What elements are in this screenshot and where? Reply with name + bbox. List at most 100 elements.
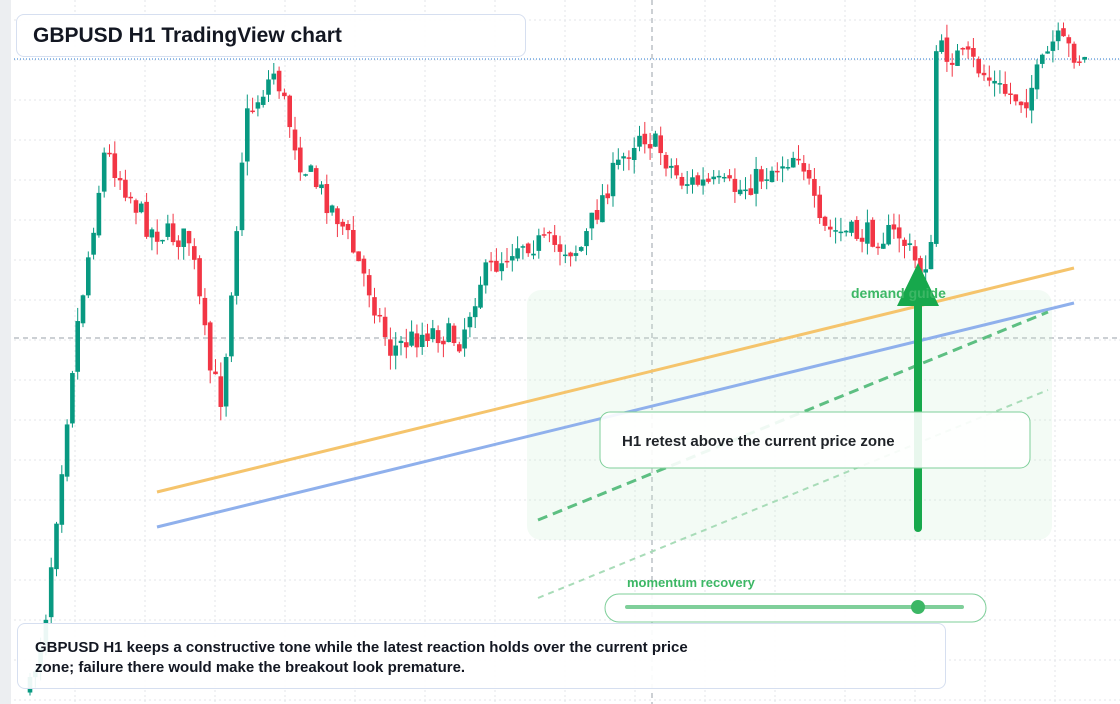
candle-body [176, 240, 181, 248]
candle-body [319, 184, 324, 189]
candle-body [759, 169, 764, 182]
candle-body [398, 340, 404, 344]
candle-body [414, 333, 420, 348]
candle-body [245, 108, 250, 162]
candle-body [186, 231, 192, 244]
candle-body [849, 221, 854, 233]
candle-body [70, 373, 75, 424]
demand-label: demand guide [851, 285, 946, 301]
candle-body [1071, 43, 1077, 63]
candle-body [1024, 102, 1029, 109]
candle-body [886, 224, 891, 245]
candle-body [1045, 51, 1050, 54]
candle-body [965, 46, 971, 50]
candle-body [250, 110, 255, 113]
candle-body [149, 229, 155, 238]
candle-body [133, 200, 139, 213]
candle-body [785, 167, 791, 169]
candle-body [626, 157, 632, 159]
candle-body [308, 165, 314, 172]
candle-body [361, 258, 367, 274]
candle-body [520, 246, 526, 248]
candle-body [112, 153, 118, 178]
candle-body [260, 96, 266, 105]
candle-body [340, 221, 345, 227]
candle-body [727, 175, 732, 179]
candle-body [605, 193, 610, 199]
candle-body [828, 226, 833, 230]
candle-body [154, 231, 160, 242]
candle-body [631, 147, 637, 160]
candle-body [541, 234, 547, 236]
candle-body [192, 246, 197, 260]
candle-body [372, 297, 377, 316]
title-box: GBPUSD H1 TradingView chart [16, 14, 526, 57]
candle-body [716, 175, 722, 178]
candle-body [955, 50, 960, 66]
candle-body [382, 316, 388, 338]
candle-body [457, 344, 462, 352]
candle-body [1018, 101, 1024, 106]
candle-body [536, 235, 542, 251]
candle-body [737, 189, 743, 195]
candle-body [515, 248, 520, 259]
candle-body [478, 284, 483, 308]
candle-body [313, 168, 319, 188]
candle-body [271, 73, 277, 80]
candle-body [197, 258, 202, 297]
candle-body [1008, 93, 1013, 95]
note-box: GBPUSD H1 keeps a constructive tone whil… [17, 623, 946, 689]
momentum-label: momentum recovery [627, 575, 756, 590]
candle-body [1077, 61, 1082, 63]
candle-body [695, 175, 701, 185]
candle-body [722, 176, 727, 179]
candle-body [345, 223, 351, 231]
candle-body [557, 244, 563, 252]
candle-body [430, 328, 436, 340]
candle-body [1002, 83, 1008, 94]
candle-body [806, 170, 812, 179]
candle-body [1050, 41, 1056, 51]
candle-body [467, 316, 473, 328]
candle-body [64, 424, 70, 477]
candle-body [377, 314, 383, 317]
candle-body [441, 340, 446, 345]
candle-body [584, 231, 589, 247]
candle-body [987, 77, 992, 81]
candle-body [647, 144, 653, 149]
candle-body [165, 223, 171, 237]
candle-body [859, 237, 865, 242]
candle-body [101, 152, 107, 192]
candle-body [80, 295, 86, 324]
candle-body [902, 239, 907, 246]
candle-body [1082, 56, 1087, 60]
candle-body [494, 260, 499, 272]
candle-body [292, 129, 298, 151]
candle-body [59, 474, 65, 525]
candle-body [822, 216, 828, 226]
candle-body [568, 252, 573, 257]
candle-body [96, 192, 102, 236]
candle-body [144, 201, 149, 237]
candle-body [637, 135, 642, 147]
candle-body [276, 70, 282, 92]
candle-body [451, 325, 457, 344]
candle-body [690, 177, 695, 185]
left-strip [0, 0, 11, 704]
candle-body [775, 170, 780, 173]
candle-body [796, 158, 801, 161]
candle-body [621, 156, 626, 159]
candle-body [939, 40, 944, 52]
candle-body [679, 176, 685, 186]
candle-body [499, 263, 504, 272]
candle-body [48, 567, 54, 618]
candle-body [181, 228, 186, 247]
candle-body [213, 371, 218, 375]
candle-body [202, 297, 208, 326]
candle-body [669, 165, 674, 168]
candle-body [812, 178, 817, 196]
candle-body [510, 256, 515, 261]
candle-body [229, 295, 234, 357]
candle-body [748, 188, 754, 195]
